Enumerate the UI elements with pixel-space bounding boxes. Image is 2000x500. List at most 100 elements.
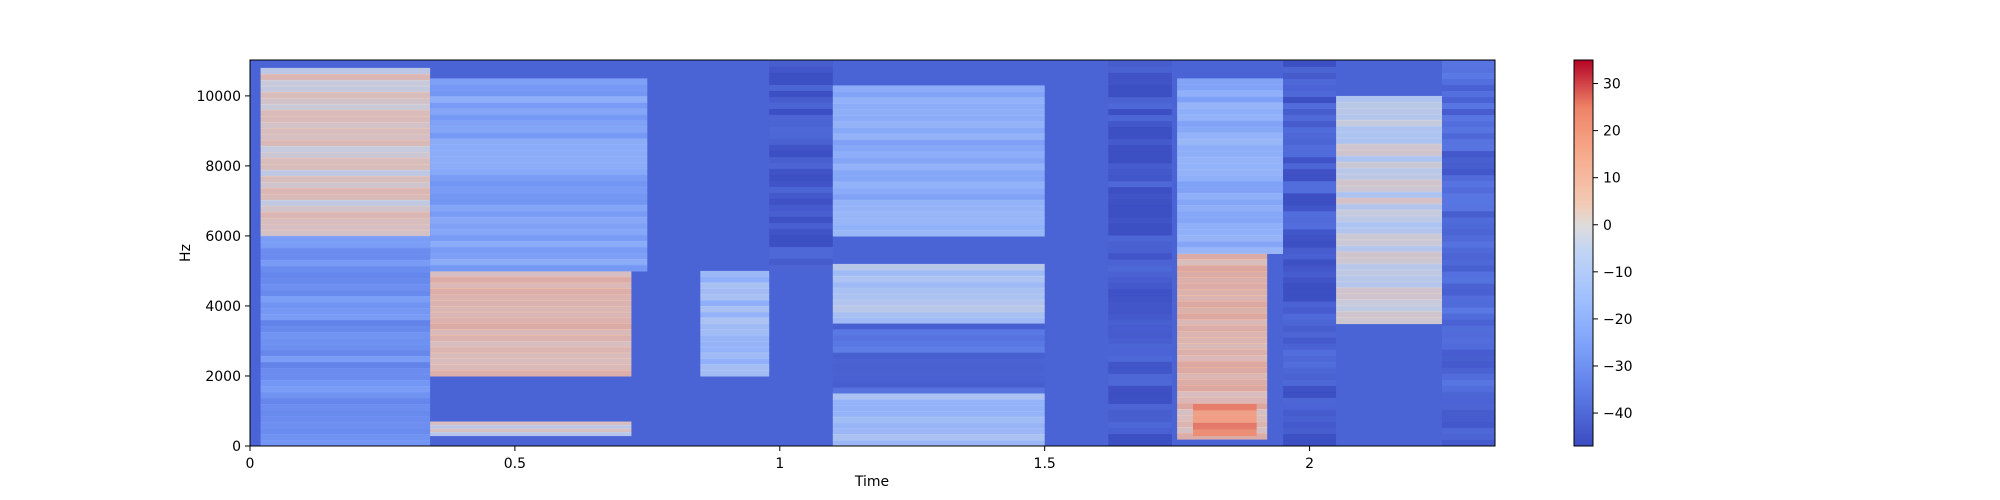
spectrogram-cell (260, 145, 431, 153)
spectrogram-cell (832, 440, 1045, 446)
spectrogram-cell (700, 306, 770, 313)
spectrogram-cell (430, 421, 632, 426)
spectrogram-cell (1336, 227, 1443, 235)
spectrogram-cell (1108, 181, 1172, 188)
spectrogram-cell (1108, 91, 1172, 98)
spectrogram-cell (260, 151, 431, 159)
spectrogram-cell (700, 323, 770, 330)
spectrogram-cell (1336, 197, 1443, 205)
spectrogram-cell (430, 210, 648, 218)
spectrogram-cell (1108, 301, 1172, 309)
spectrogram-cell (260, 362, 431, 369)
spectrogram-cell (832, 109, 1045, 117)
spectrogram-cell (1177, 313, 1268, 320)
spectrogram-cell (832, 370, 1045, 377)
spectrogram-cell (1108, 289, 1172, 297)
spectrogram-cell (1442, 391, 1495, 399)
spectrogram-cell (1336, 173, 1443, 181)
y-tick-label: 6000 (205, 229, 241, 245)
spectrogram-cell (832, 199, 1045, 207)
spectrogram-cell (769, 168, 833, 176)
spectrogram-cell (832, 97, 1045, 104)
spectrogram-cell (430, 352, 632, 359)
spectrogram-cell (832, 139, 1045, 147)
spectrogram-cell (430, 192, 648, 200)
spectrogram-cell (1336, 221, 1443, 229)
spectrogram-cell (832, 229, 1045, 237)
spectrogram-cell (1283, 343, 1337, 351)
spectrogram-cell (1442, 421, 1495, 429)
spectrogram-cell (832, 376, 1045, 383)
spectrogram-cell (700, 364, 770, 371)
spectrogram-cell (1283, 367, 1337, 375)
spectrogram-cell (1177, 379, 1268, 386)
spectrogram-cell (260, 289, 431, 297)
spectrogram-cell (832, 422, 1045, 430)
spectrogram-cell (1177, 217, 1284, 224)
spectrogram-cell (430, 425, 632, 430)
spectrogram-cell (1108, 440, 1172, 446)
spectrogram-cell (430, 432, 632, 437)
spectrogram-cell (832, 175, 1045, 183)
spectrogram-cell (1442, 115, 1495, 122)
spectrogram-cell (1283, 241, 1337, 248)
spectrogram-cell (1108, 337, 1172, 345)
spectrogram-cell (1108, 199, 1172, 206)
spectrogram-cell (1177, 367, 1268, 374)
spectrogram-cell (1442, 277, 1495, 285)
spectrogram-cell (1283, 415, 1337, 423)
spectrogram-cell (1108, 187, 1172, 194)
spectrogram-cell (430, 198, 648, 206)
spectrogram-cell (1108, 223, 1172, 230)
spectrogram-cell (430, 358, 632, 365)
spectrogram-cell (260, 398, 431, 405)
spectrogram-cell (1442, 265, 1495, 273)
spectrogram-cell (260, 175, 431, 183)
spectrogram-cell (1108, 271, 1172, 279)
colorbar-gradient (1573, 59, 1594, 447)
spectrogram-cell (769, 60, 833, 68)
spectrogram-cell (1442, 247, 1495, 254)
spectrogram-cell (832, 223, 1045, 231)
spectrogram-cell (769, 252, 833, 260)
spectrogram-cell (1442, 349, 1495, 357)
spectrogram-cell (260, 217, 431, 225)
spectrogram-cell (430, 162, 648, 170)
spectrogram-cell (260, 308, 431, 315)
spectrogram-cell (1177, 361, 1268, 368)
spectrogram-cell (700, 311, 770, 319)
spectrogram-cell (700, 370, 770, 377)
plot-frame (249, 59, 1496, 447)
spectrogram-cell (1177, 102, 1284, 110)
colorbar-tick-label: −10 (1603, 265, 1633, 281)
spectrogram-cell (1108, 121, 1172, 128)
spectrogram-cell (832, 263, 1045, 271)
colorbar-tick-label: 20 (1603, 124, 1621, 140)
spectrogram-cell (1108, 379, 1172, 387)
spectrogram-cell (1442, 235, 1495, 242)
spectrogram-cell (260, 277, 431, 285)
spectrogram-cell (260, 416, 431, 423)
spectrogram-cell (1177, 205, 1284, 212)
spectrogram-cell (260, 428, 431, 435)
spectrogram-cell (430, 84, 648, 91)
x-tick-label: 1 (775, 456, 784, 472)
spectrogram-cell (430, 168, 648, 176)
spectrogram-cell (1108, 109, 1172, 116)
spectrogram-cell (1193, 429, 1257, 437)
spectrogram-cell (260, 368, 431, 375)
spectrogram-cell (1283, 60, 1337, 68)
spectrogram-cell (832, 145, 1045, 153)
spectrogram-cell (769, 204, 833, 212)
spectrogram-cell (1442, 145, 1495, 152)
spectrogram-cell (769, 174, 833, 182)
spectrogram-cell (1108, 313, 1172, 321)
spectrogram-cell (1442, 60, 1495, 68)
spectrogram-cell (1336, 107, 1443, 115)
spectrogram-cell (1442, 289, 1495, 297)
spectrogram-cell (1442, 127, 1495, 134)
spectrogram-cell (832, 211, 1045, 219)
spectrogram-cell (1177, 307, 1268, 314)
spectrogram-cell (1336, 305, 1443, 313)
spectrogram-cell (1336, 203, 1443, 211)
